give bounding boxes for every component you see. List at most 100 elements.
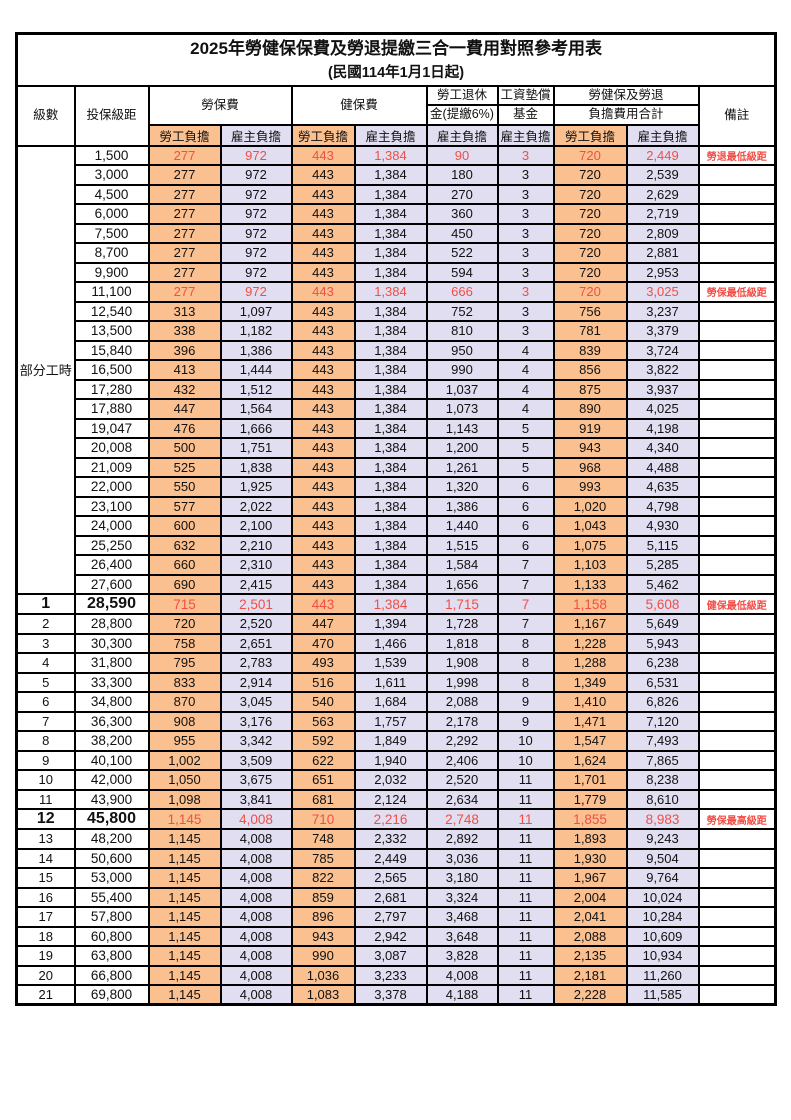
cell-total-employer: 4,025 — [625, 398, 700, 420]
cell-labor-employee: 476 — [147, 417, 222, 439]
table-row: 24,000 600 2,100 443 1,384 1,440 6 1,043 4,930 — [17, 515, 777, 537]
cell-labor-employer: 3,509 — [219, 749, 293, 771]
cell-total-employee: 1,547 — [552, 730, 628, 752]
cell-labor-employee: 550 — [147, 476, 222, 498]
title-row: 2025年勞健保保費及勞退提繳三合一費用對照參考用表 (民國114年1月1日起) — [15, 32, 777, 87]
bracket-cell: 1,500 — [73, 144, 150, 166]
cell-pension-employer: 1,908 — [425, 652, 499, 674]
table-title-cell: 2025年勞健保保費及勞退提繳三合一費用對照參考用表 (民國114年1月1日起) — [15, 32, 777, 87]
remark-cell — [697, 398, 777, 420]
remark-cell — [697, 495, 777, 517]
cell-health-employer: 3,087 — [353, 945, 428, 967]
remark-cell: 勞保最低級距 — [697, 281, 777, 303]
cell-total-employer: 10,024 — [625, 886, 700, 908]
cell-labor-employer: 2,415 — [219, 573, 293, 595]
cell-total-employer: 4,635 — [625, 476, 700, 498]
cell-total-employee: 1,288 — [552, 652, 628, 674]
cell-total-employee: 1,779 — [552, 788, 628, 810]
cell-health-employee: 470 — [290, 632, 356, 654]
cell-pension-employer: 180 — [425, 164, 499, 186]
remark-cell — [697, 828, 777, 850]
cell-health-employee: 443 — [290, 359, 356, 381]
cell-labor-employer: 1,182 — [219, 320, 293, 342]
header-bracket: 投保級距 — [73, 84, 150, 147]
cell-health-employee: 563 — [290, 710, 356, 732]
cell-total-employee: 1,410 — [552, 691, 628, 713]
cell-labor-employee: 1,145 — [147, 945, 222, 967]
table-row: 17,880 447 1,564 443 1,384 1,073 4 890 4,025 — [17, 398, 777, 420]
remark-cell — [697, 769, 777, 791]
remark-cell — [697, 632, 777, 654]
cell-health-employer: 1,384 — [353, 320, 428, 342]
remark-cell: 勞保最高級距 — [697, 808, 777, 830]
table-row: 26,400 660 2,310 443 1,384 1,584 7 1,103 5,285 — [17, 554, 777, 576]
cell-labor-employer: 4,008 — [219, 847, 293, 869]
cell-total-employee: 720 — [552, 222, 628, 244]
cell-fund-employer: 4 — [496, 359, 555, 381]
cell-pension-employer: 1,320 — [425, 476, 499, 498]
cell-labor-employer: 4,008 — [219, 828, 293, 850]
cell-labor-employer: 972 — [219, 203, 293, 225]
cell-health-employee: 785 — [290, 847, 356, 869]
cell-labor-employer: 4,008 — [219, 808, 293, 830]
cell-fund-employer: 10 — [496, 749, 555, 771]
cell-total-employer: 4,198 — [625, 417, 700, 439]
cell-total-employer: 9,243 — [625, 828, 700, 850]
cell-total-employer: 4,930 — [625, 515, 700, 537]
cell-total-employee: 875 — [552, 378, 628, 400]
cell-total-employer: 2,539 — [625, 164, 700, 186]
cell-health-employer: 1,384 — [353, 300, 428, 322]
cell-labor-employee: 1,145 — [147, 984, 222, 1006]
cell-labor-employee: 277 — [147, 144, 222, 166]
level-cell: 18 — [15, 925, 76, 947]
cell-health-employer: 1,384 — [353, 378, 428, 400]
subheader-labor-employer: 雇主負擔 — [219, 123, 293, 147]
bracket-cell: 45,800 — [73, 808, 150, 830]
cell-pension-employer: 270 — [425, 183, 499, 205]
bracket-cell: 24,000 — [73, 515, 150, 537]
cell-fund-employer: 11 — [496, 984, 555, 1006]
cell-labor-employee: 277 — [147, 203, 222, 225]
cell-health-employer: 1,757 — [353, 710, 428, 732]
cell-health-employee: 443 — [290, 144, 356, 166]
cell-fund-employer: 4 — [496, 398, 555, 420]
cell-health-employer: 1,384 — [353, 495, 428, 517]
cell-pension-employer: 2,088 — [425, 691, 499, 713]
remark-cell — [697, 867, 777, 889]
cell-fund-employer: 11 — [496, 847, 555, 869]
remark-cell — [697, 164, 777, 186]
cell-health-employee: 990 — [290, 945, 356, 967]
bracket-cell: 11,100 — [73, 281, 150, 303]
cell-labor-employee: 1,145 — [147, 867, 222, 889]
cell-total-employee: 1,349 — [552, 671, 628, 693]
cell-labor-employer: 3,045 — [219, 691, 293, 713]
table-row: 23,100 577 2,022 443 1,384 1,386 6 1,020 4,798 — [17, 495, 777, 517]
header-pension-top: 勞工退休 — [425, 84, 499, 106]
cell-health-employee: 443 — [290, 339, 356, 361]
cell-total-employer: 5,649 — [625, 613, 700, 635]
cell-health-employer: 1,684 — [353, 691, 428, 713]
header-health-insurance: 健保費 — [290, 84, 428, 126]
remark-cell — [697, 573, 777, 595]
cell-labor-employee: 525 — [147, 456, 222, 478]
remark-cell: 健保最低級距 — [697, 593, 777, 615]
remark-cell — [697, 183, 777, 205]
cell-health-employer: 1,384 — [353, 261, 428, 283]
level-cell: 11 — [15, 788, 76, 810]
cell-fund-employer: 3 — [496, 281, 555, 303]
cell-pension-employer: 4,008 — [425, 964, 499, 986]
cell-total-employer: 10,934 — [625, 945, 700, 967]
remark-cell — [697, 847, 777, 869]
bracket-cell: 34,800 — [73, 691, 150, 713]
cell-health-employer: 1,384 — [353, 456, 428, 478]
cell-health-employee: 447 — [290, 613, 356, 635]
cell-total-employee: 943 — [552, 437, 628, 459]
level-cell: 2 — [15, 613, 76, 635]
cell-pension-employer: 1,386 — [425, 495, 499, 517]
cell-pension-employer: 2,292 — [425, 730, 499, 752]
bracket-cell: 26,400 — [73, 554, 150, 576]
cell-health-employer: 1,384 — [353, 222, 428, 244]
cell-fund-employer: 7 — [496, 613, 555, 635]
subheader-fund-employer: 雇主負擔 — [496, 123, 555, 147]
cell-fund-employer: 11 — [496, 945, 555, 967]
